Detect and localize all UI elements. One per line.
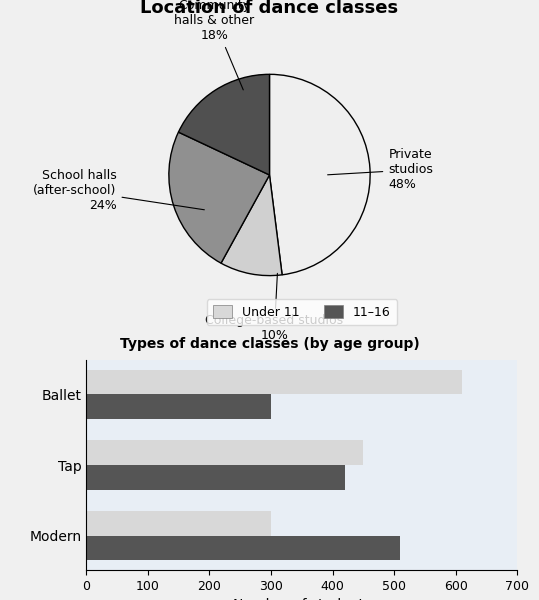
Bar <box>86 511 271 536</box>
Wedge shape <box>221 175 282 275</box>
Text: School halls
(after-school)
24%: School halls (after-school) 24% <box>33 169 204 212</box>
Bar <box>86 465 345 490</box>
X-axis label: Number of students: Number of students <box>233 598 371 600</box>
Text: College-based studios
10%: College-based studios 10% <box>205 274 343 342</box>
Wedge shape <box>178 74 270 175</box>
Bar <box>86 370 462 394</box>
Wedge shape <box>169 132 270 263</box>
Bar <box>86 536 400 560</box>
Bar <box>86 440 363 465</box>
Text: Private
studios
48%: Private studios 48% <box>328 148 433 191</box>
Legend: Under 11, 11–16: Under 11, 11–16 <box>206 299 397 325</box>
Text: Community
halls & other
18%: Community halls & other 18% <box>174 0 254 90</box>
Bar <box>86 394 271 419</box>
Wedge shape <box>270 74 370 275</box>
Text: Types of dance classes (by age group): Types of dance classes (by age group) <box>120 337 419 351</box>
Title: Location of dance classes: Location of dance classes <box>141 0 398 17</box>
